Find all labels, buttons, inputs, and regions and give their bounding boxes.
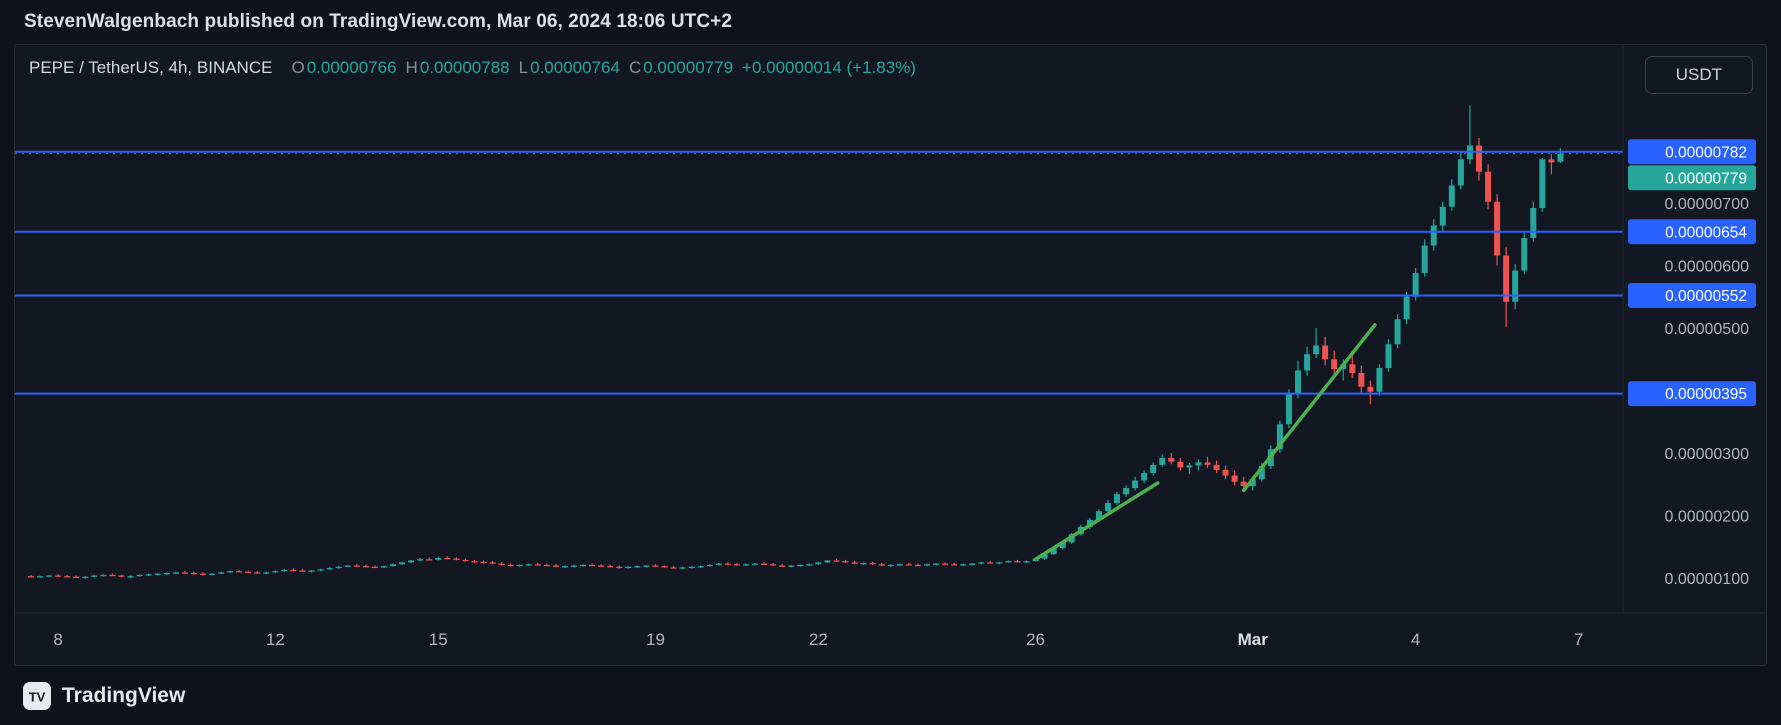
ohlc-high-value: 0.00000788 (419, 58, 510, 77)
chart-canvas[interactable]: 0.00000700 0.00000600 0.00000500 0.00000300… (15, 45, 1767, 666)
ohlc-open-value: 0.00000766 (306, 58, 397, 77)
price-line-label: 0.00000552 (1628, 283, 1756, 308)
ohlc-low-value: 0.00000764 (530, 58, 620, 77)
price-line-label: 0.00000782 (1628, 139, 1756, 165)
time-tick-label: 8 (53, 630, 62, 649)
time-tick-label: 15 (429, 630, 448, 649)
trendline[interactable] (1241, 323, 1377, 493)
footer-bar: TV TradingView (0, 666, 1781, 725)
time-tick-label: Mar (1238, 630, 1269, 649)
price-tick-label: 0.00000500 (1664, 321, 1749, 338)
symbol-title[interactable]: PEPE / TetherUS, 4h, BINANCE (29, 58, 273, 77)
time-tick-label: 26 (1026, 630, 1045, 649)
time-tick-label: 7 (1574, 630, 1583, 649)
svg-text:0.00000782: 0.00000782 (1665, 144, 1747, 161)
trendlines[interactable] (1033, 323, 1377, 561)
svg-text:0.00000395: 0.00000395 (1665, 386, 1747, 403)
trendline[interactable] (1033, 481, 1160, 561)
price-line-label: 0.00000395 (1628, 381, 1756, 407)
tradingview-logo-icon[interactable]: TV (22, 681, 52, 711)
last-price-label: 0.00000779 (1628, 165, 1756, 191)
time-tick-label: 4 (1411, 630, 1420, 649)
ohlc-open-label: O (291, 58, 305, 77)
ohlc-high: H 0.00000788 (406, 58, 510, 78)
ohlc-open: O 0.00000766 (291, 58, 396, 78)
horizontal-price-lines[interactable] (15, 150, 1623, 395)
time-tick-label: 22 (809, 630, 828, 649)
chart-panel: 0.00000700 0.00000600 0.00000500 0.00000300… (14, 44, 1767, 666)
ohlc-close-label: C (628, 58, 642, 77)
svg-text:0.00000779: 0.00000779 (1665, 170, 1747, 187)
candlestick-series (28, 105, 1564, 579)
published-byline: StevenWalgenbach published on TradingVie… (24, 11, 733, 32)
brand-name[interactable]: TradingView (62, 683, 186, 707)
ohlc-low: L 0.00000764 (519, 58, 620, 78)
time-tick-label: 12 (266, 630, 285, 649)
ohlc-close: C 0.00000779 (629, 58, 733, 78)
currency-toggle-button[interactable]: USDT (1644, 56, 1753, 94)
ohlc-low-label: L (518, 58, 529, 77)
price-tick-label: 0.00000700 (1664, 196, 1749, 213)
price-tick-label: 0.00000600 (1664, 259, 1749, 276)
svg-text:0.00000552: 0.00000552 (1665, 288, 1747, 305)
svg-text:0.00000654: 0.00000654 (1665, 224, 1747, 241)
time-axis[interactable]: 8 12 15 19 22 26 Mar 4 7 (53, 630, 1583, 649)
svg-text:TV: TV (29, 689, 46, 704)
price-axis[interactable]: 0.00000700 0.00000600 0.00000500 0.00000300… (1628, 139, 1756, 588)
price-line-label: 0.00000654 (1628, 219, 1756, 245)
price-tick-label: 0.00000300 (1664, 446, 1749, 463)
ohlc-high-label: H (405, 58, 418, 77)
chart-legend: PEPE / TetherUS, 4h, BINANCE O 0.00000766… (29, 58, 916, 78)
axis-dividers (15, 45, 1766, 614)
ohlc-close-value: 0.00000779 (643, 58, 734, 77)
price-tick-label: 0.00000100 (1664, 571, 1749, 588)
change-value: +0.00000014 (+1.83%) (742, 58, 916, 77)
header-bar: StevenWalgenbach published on TradingVie… (0, 0, 1781, 44)
time-tick-label: 19 (646, 630, 665, 649)
price-tick-label: 0.00000200 (1664, 509, 1749, 526)
